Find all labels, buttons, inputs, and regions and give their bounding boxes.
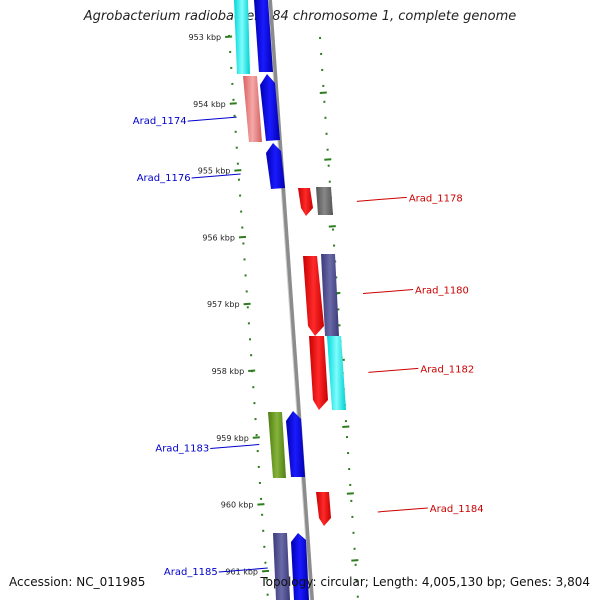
tick-label: 959 kbp <box>216 434 249 443</box>
gene-label[interactable]: Arad_1182 <box>420 364 474 375</box>
gene-label-leader <box>210 443 260 449</box>
gene-label[interactable]: Arad_1185 <box>164 567 218 578</box>
gene-label-leader <box>218 567 268 573</box>
tick-mark <box>225 35 233 38</box>
gene-arrow[interactable] <box>266 143 285 189</box>
tick-label: 955 kbp <box>198 167 231 176</box>
gene-arrow[interactable] <box>260 74 280 141</box>
gene-arrow[interactable] <box>291 533 309 600</box>
genome-summary-text: Topology: circular; Length: 4,005,130 bp… <box>260 575 590 589</box>
backbone-track <box>268 0 314 600</box>
tick-mark <box>234 169 242 172</box>
gene-label[interactable]: Arad_1178 <box>409 193 463 204</box>
forward-genes <box>234 0 309 600</box>
reverse-genes <box>298 187 346 526</box>
tick-mark <box>342 425 350 428</box>
tick-mark <box>261 569 270 573</box>
tick-mark <box>238 235 247 239</box>
gene-arrow[interactable] <box>303 256 324 336</box>
gene-label[interactable]: Arad_1176 <box>137 173 191 184</box>
tick-mark <box>252 436 260 439</box>
tick-mark <box>324 158 332 161</box>
tick-label: 958 kbp <box>212 367 245 376</box>
gene-label[interactable]: Arad_1180 <box>415 286 469 297</box>
gene-arrow[interactable] <box>254 0 273 72</box>
gene-arrow[interactable] <box>298 188 313 216</box>
gene-arrow[interactable] <box>243 76 262 142</box>
gene-arrow[interactable] <box>321 254 339 336</box>
gene-label-leader <box>363 289 414 295</box>
tick-mark <box>248 369 256 372</box>
gene-arrow[interactable] <box>286 411 305 477</box>
tick-mark <box>243 302 251 306</box>
gene-arrow[interactable] <box>316 492 331 526</box>
gene-arrow[interactable] <box>316 187 333 215</box>
map-title: Agrobacterium radiobacter K84 chromosome… <box>83 9 517 24</box>
gene-label[interactable]: Arad_1184 <box>430 504 484 515</box>
accession-text: Accession: NC_011985 <box>9 575 146 589</box>
gene-label-leader <box>187 116 237 122</box>
tick-label: 954 kbp <box>193 100 226 109</box>
gene-label[interactable]: Arad_1183 <box>155 443 209 454</box>
gene-label-leader <box>368 367 419 373</box>
gene-label-leader <box>191 173 241 179</box>
gene-arrow[interactable] <box>327 336 346 410</box>
tick-label: 953 kbp <box>189 33 222 42</box>
tick-mark <box>319 91 327 94</box>
tick-mark <box>229 102 237 105</box>
gene-label-leader <box>377 507 428 513</box>
gene-arrow[interactable] <box>234 0 250 74</box>
gene-arrow[interactable] <box>309 336 328 410</box>
tick-mark <box>351 559 359 562</box>
tick-label: 961 kbp <box>225 567 258 576</box>
gene-arrow[interactable] <box>268 412 286 478</box>
tick-mark <box>328 225 336 228</box>
gene-arrow[interactable] <box>273 533 290 600</box>
gene-label-leader <box>356 196 407 202</box>
tick-mark <box>346 492 354 495</box>
tick-mark <box>257 503 265 506</box>
gene-label[interactable]: Arad_1174 <box>133 116 187 127</box>
tick-label: 960 kbp <box>221 501 254 510</box>
tick-label: 957 kbp <box>207 300 240 309</box>
tick-label: 956 kbp <box>202 233 235 242</box>
